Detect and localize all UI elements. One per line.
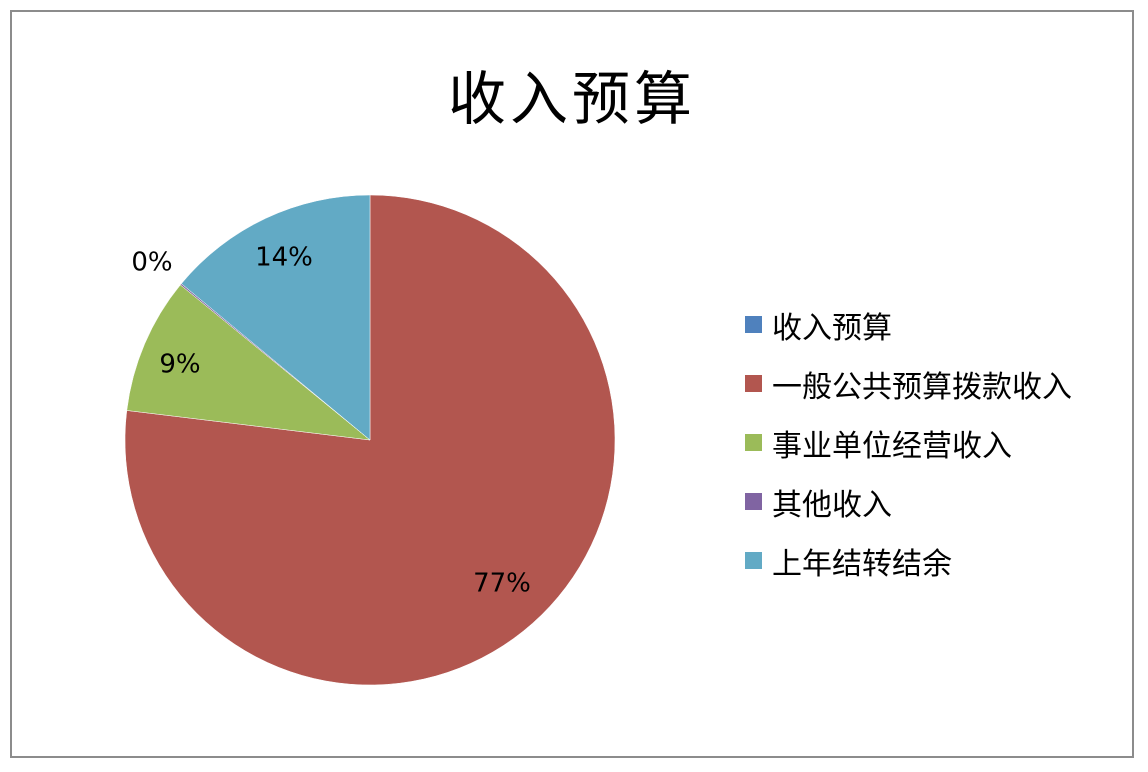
legend-label: 事业单位经营收入: [772, 428, 1012, 464]
slice-data-label: 14%: [255, 243, 313, 273]
legend-item-income-budget: 收入预算: [745, 295, 1072, 354]
legend-item-business-income: 事业单位经营收入: [745, 413, 1072, 472]
legend-item-other-income: 其他收入: [745, 472, 1072, 531]
legend-swatch: [745, 316, 762, 333]
legend-swatch: [745, 493, 762, 510]
legend: 收入预算 一般公共预算拨款收入 事业单位经营收入 其他收入 上年结转结余: [745, 295, 1072, 590]
legend-item-general-budget: 一般公共预算拨款收入: [745, 354, 1072, 413]
legend-swatch: [745, 375, 762, 392]
legend-swatch: [745, 552, 762, 569]
legend-label: 其他收入: [772, 487, 892, 523]
legend-label: 一般公共预算拨款收入: [772, 369, 1072, 405]
slice-data-label: 77%: [473, 569, 531, 599]
slice-data-label: 0%: [131, 248, 172, 278]
slice-data-label: 9%: [159, 350, 200, 380]
chart-title: 收入预算: [447, 65, 696, 133]
legend-label: 收入预算: [772, 310, 892, 346]
pie-slice: [126, 284, 371, 441]
legend-item-carryover: 上年结转结余: [745, 531, 1072, 590]
pie-slice: [124, 194, 616, 686]
pie-slice: [181, 194, 371, 441]
legend-label: 上年结转结余: [772, 546, 952, 582]
legend-swatch: [745, 434, 762, 451]
